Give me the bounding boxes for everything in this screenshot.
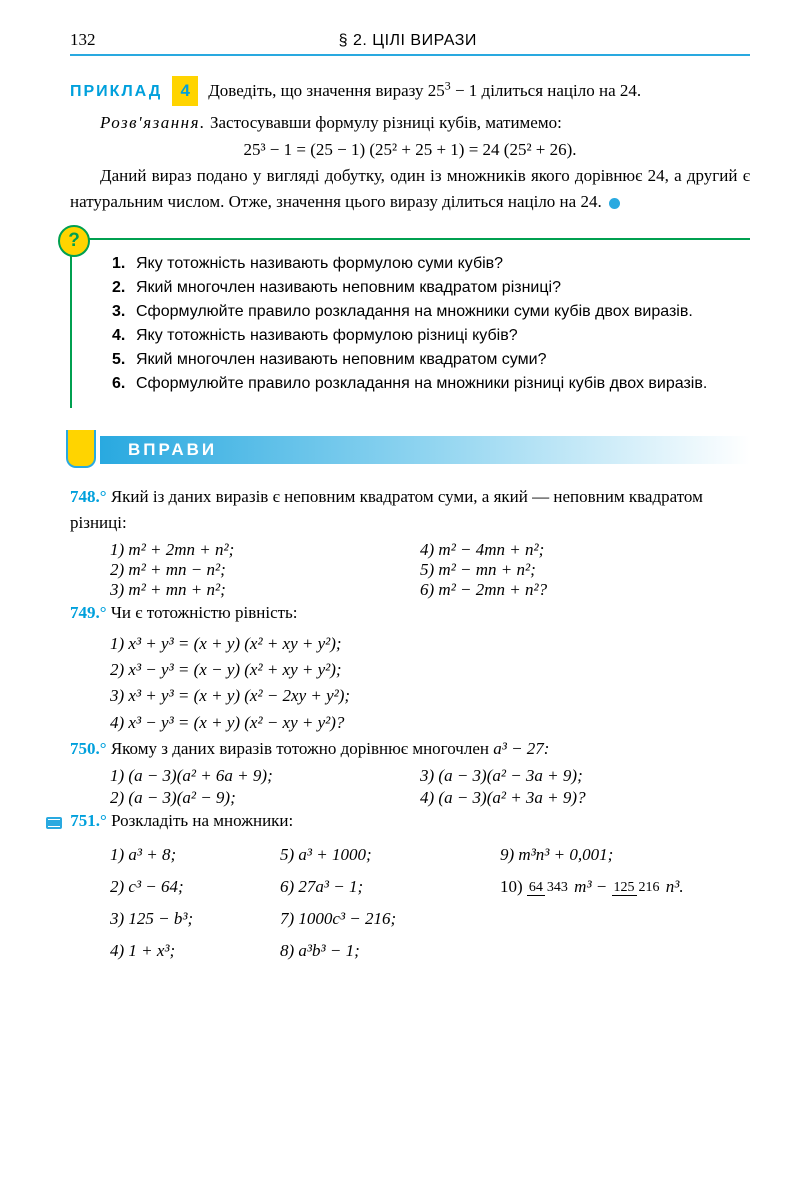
example-label: ПРИКЛАД [70, 83, 162, 100]
solution-label: Розв'язання. [100, 113, 206, 132]
q4: Яку тотожність називають формулою різниц… [136, 324, 518, 348]
solution-formula: 25³ − 1 = (25 − 1) (25² + 25 + 1) = 24 (… [70, 137, 750, 163]
problem-749: 749.° Чи є тотожністю рівність: [70, 600, 750, 626]
question-mark-icon: ? [58, 225, 90, 257]
example-block: ПРИКЛАД 4 Доведіть, що значення виразу 2… [70, 76, 750, 106]
q5: Який многочлен називають неповним квадра… [136, 348, 546, 372]
problem-748-items: 1) m² + 2mn + n²; 4) m² − 4mn + n²; 2) m… [110, 540, 750, 600]
exercises-label: ВПРАВИ [128, 440, 217, 460]
q3: Сформулюйте правило розкладання на множн… [136, 300, 693, 324]
q6: Сформулюйте правило розкладання на множн… [136, 372, 707, 396]
book-icon [46, 817, 62, 829]
exercises-badge-icon [66, 430, 96, 468]
problem-751: 751.° Розкладіть на множники: [46, 808, 750, 834]
problem-750: 750.° Якому з даних виразів тотожно дорі… [70, 736, 750, 762]
example-task-a: Доведіть, що значення виразу 25 [208, 81, 445, 100]
questions-box: ? 1.Яку тотожність називають формулою су… [70, 238, 750, 408]
problem-751-items: 1) a³ + 8; 5) a³ + 1000; 9) m³n³ + 0,001… [110, 839, 750, 967]
end-dot-icon [609, 198, 620, 209]
example-number-badge: 4 [172, 76, 197, 106]
example-task-b: − 1 ділиться на­ціло на 24. [451, 81, 641, 100]
problem-748: 748.° Який із даних виразів є неповним к… [70, 484, 750, 537]
problem-750-items: 1) (a − 3)(a² + 6a + 9); 3) (a − 3)(a² −… [110, 766, 750, 808]
q2: Який многочлен називають неповним квадра… [136, 276, 561, 300]
page-number: 132 [70, 30, 96, 50]
exercises-header: ВПРАВИ [70, 436, 750, 464]
q1: Яку тотожність називають формулою суми к… [136, 252, 503, 276]
section-title: § 2. ЦІЛІ ВИРАЗИ [339, 32, 477, 50]
solution-intro: Розв'язання. Застосувавши формулу різниц… [70, 110, 750, 136]
solution-conclusion: Даний вираз подано у вигляді добутку, од… [70, 163, 750, 216]
problem-749-items: 1) x³ + y³ = (x + y) (x² + xy + y²); 2) … [110, 631, 750, 736]
page-header: 132 § 2. ЦІЛІ ВИРАЗИ [70, 30, 750, 56]
